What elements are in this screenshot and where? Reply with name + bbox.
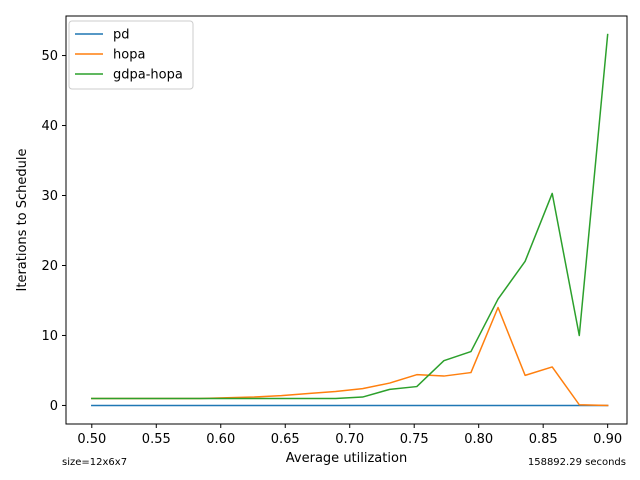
x-tick-label: 0.90 [593,432,622,447]
y-tick-label: 0 [50,399,58,414]
y-tick-label: 10 [41,329,58,344]
x-tick-label: 0.75 [400,432,429,447]
x-axis-ticks: 0.50 0.55 0.60 0.65 0.70 0.75 0.80 0.85 0.90 [77,424,622,447]
legend-box [68,20,194,90]
series-lines [91,33,609,407]
legend-label-gdpa-hopa: gdpa-hopa [113,68,183,83]
legend-label-pd: pd [113,28,130,43]
footnote-runtime: 158892.29 seconds [528,457,626,468]
legend-label-hopa: hopa [113,48,145,63]
plot-frame [65,15,628,425]
y-axis-ticks: 0 10 20 30 40 50 [41,49,66,414]
y-axis-label: Iterations to Schedule [15,149,30,292]
x-tick-label: 0.70 [335,432,364,447]
x-axis-label: Average utilization [286,451,407,466]
x-tick-label: 0.60 [206,432,235,447]
y-tick-label: 40 [41,119,58,134]
y-tick-label: 50 [41,49,58,64]
x-tick-label: 0.85 [529,432,558,447]
y-tick-label: 20 [41,259,58,274]
legend: pd hopa gdpa-hopa [68,20,194,90]
footnote-size: size=12x6x7 [62,457,127,468]
x-tick-label: 0.50 [77,432,106,447]
x-tick-label: 0.65 [271,432,300,447]
y-tick-label: 30 [41,189,58,204]
series-line-gdpa-hopa [91,33,609,400]
x-tick-label: 0.55 [142,432,171,447]
x-tick-label: 0.80 [464,432,493,447]
